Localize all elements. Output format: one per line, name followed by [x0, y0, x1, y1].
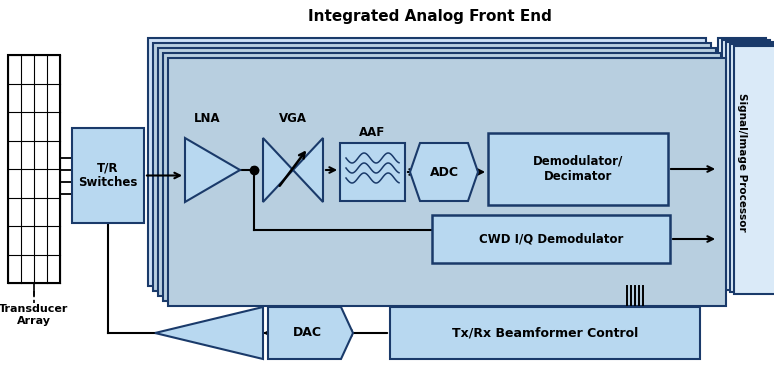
Text: Tx/Rx Beamformer Control: Tx/Rx Beamformer Control [452, 326, 638, 339]
Bar [168, 58, 726, 306]
Polygon shape [263, 138, 293, 202]
Text: AAF: AAF [359, 127, 385, 140]
Bar [488, 133, 668, 205]
Bar [153, 43, 711, 291]
Text: Transducer
Array: Transducer Array [0, 304, 69, 326]
Polygon shape [293, 138, 323, 202]
Text: LNA: LNA [194, 111, 221, 124]
Bar [726, 42, 774, 290]
Bar [432, 215, 670, 263]
Polygon shape [155, 307, 263, 359]
Bar [158, 48, 716, 296]
Bar [390, 307, 700, 359]
Text: Integrated Analog Front End: Integrated Analog Front End [308, 9, 552, 23]
Text: ADC: ADC [430, 165, 458, 179]
Bar [718, 38, 766, 286]
Bar [340, 143, 405, 201]
Text: T/R
Switches: T/R Switches [78, 161, 138, 190]
Bar [730, 44, 774, 292]
Polygon shape [185, 138, 240, 202]
Text: Demodulator/
Decimator: Demodulator/ Decimator [533, 155, 623, 183]
Text: Signal/Image Processor: Signal/Image Processor [737, 93, 747, 231]
Bar [734, 46, 774, 294]
Bar [722, 40, 770, 288]
Polygon shape [268, 307, 353, 359]
Bar [72, 128, 144, 223]
Bar [163, 53, 721, 301]
Bar [148, 38, 706, 286]
Text: CWD I/Q Demodulator: CWD I/Q Demodulator [479, 233, 623, 246]
Text: DAC: DAC [293, 326, 322, 339]
Polygon shape [410, 143, 478, 201]
Text: VGA: VGA [279, 111, 307, 124]
Bar [8, 55, 60, 283]
